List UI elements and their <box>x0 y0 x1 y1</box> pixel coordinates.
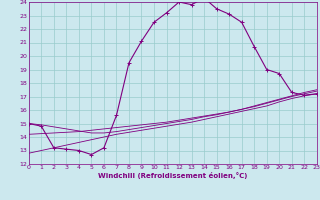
X-axis label: Windchill (Refroidissement éolien,°C): Windchill (Refroidissement éolien,°C) <box>98 172 247 179</box>
